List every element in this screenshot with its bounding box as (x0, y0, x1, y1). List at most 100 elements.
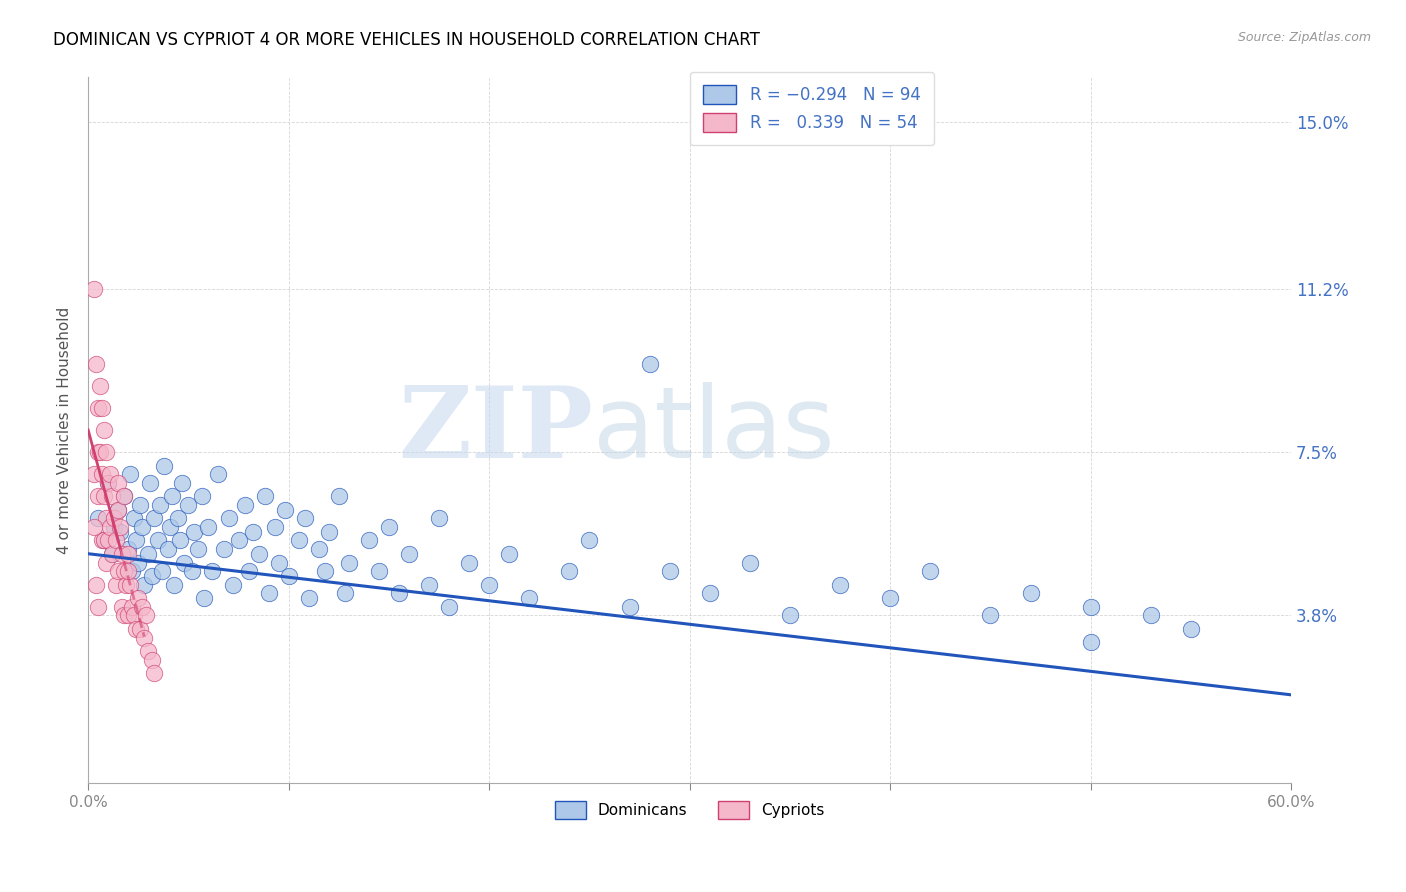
Point (779, 608, 801, 623)
Point (263, 520, 285, 534)
Point (87, 599, 110, 614)
Point (103, 520, 125, 534)
Point (418, 577, 440, 591)
Point (367, 565, 389, 579)
Point (357, 533, 380, 548)
Point (1140, 608, 1163, 623)
Point (498, 547, 520, 561)
Point (437, 599, 460, 614)
Point (96, 511, 118, 525)
Point (87, 401, 110, 416)
Point (121, 565, 143, 579)
Point (101, 489, 124, 503)
Point (105, 577, 128, 591)
Point (91, 401, 114, 416)
Point (122, 608, 145, 623)
Point (167, 511, 190, 525)
Text: Source: ZipAtlas.com: Source: ZipAtlas.com (1237, 31, 1371, 45)
Point (117, 542, 139, 557)
Point (125, 533, 148, 548)
Point (578, 533, 600, 548)
Point (136, 547, 159, 561)
Point (120, 577, 142, 591)
Point (214, 542, 236, 557)
Point (101, 547, 124, 561)
Point (187, 542, 209, 557)
Point (738, 556, 761, 570)
Point (87, 489, 110, 503)
Point (298, 591, 321, 605)
Point (98, 520, 121, 534)
Point (267, 556, 290, 570)
Point (242, 524, 264, 539)
Point (107, 502, 129, 516)
Legend: Dominicans, Cypriots: Dominicans, Cypriots (548, 795, 831, 825)
Point (96, 556, 118, 570)
Point (253, 489, 276, 503)
Point (112, 489, 135, 503)
Point (97, 476, 120, 491)
Point (143, 665, 166, 680)
Point (879, 591, 901, 605)
Point (517, 591, 540, 605)
Point (93, 423, 115, 437)
Point (638, 357, 661, 371)
Point (131, 520, 153, 534)
Point (89, 379, 111, 393)
Point (83, 282, 105, 296)
Point (201, 565, 224, 579)
Point (1080, 599, 1102, 614)
Point (169, 533, 191, 548)
Point (233, 498, 256, 512)
Point (117, 608, 139, 623)
Point (110, 524, 132, 539)
Point (122, 511, 145, 525)
Point (162, 489, 184, 503)
Point (337, 556, 360, 570)
Point (93, 533, 115, 548)
Text: DOMINICAN VS CYPRIOT 4 OR MORE VEHICLES IN HOUSEHOLD CORRELATION CHART: DOMINICAN VS CYPRIOT 4 OR MORE VEHICLES … (53, 31, 761, 49)
Point (221, 577, 243, 591)
Point (89, 445, 111, 459)
Point (218, 511, 240, 525)
Point (131, 599, 153, 614)
Text: ZIP: ZIP (398, 382, 593, 479)
Point (117, 565, 139, 579)
Point (135, 608, 157, 623)
Point (398, 547, 420, 561)
Point (83, 467, 105, 482)
Point (97, 476, 120, 491)
Point (163, 577, 186, 591)
Point (83, 520, 105, 534)
Point (97, 533, 120, 548)
Point (277, 568, 299, 582)
Point (117, 547, 139, 561)
Point (1019, 586, 1042, 600)
Point (193, 591, 215, 605)
Point (247, 547, 270, 561)
Point (93, 533, 115, 548)
Point (150, 565, 173, 579)
Point (111, 547, 134, 561)
Point (87, 511, 110, 525)
Point (91, 533, 114, 548)
Point (112, 489, 135, 503)
Point (127, 556, 149, 570)
Point (91, 467, 114, 482)
Point (328, 489, 350, 503)
Point (141, 652, 163, 666)
Point (314, 565, 336, 579)
Point (333, 586, 356, 600)
Point (191, 489, 214, 503)
Point (149, 498, 172, 512)
Point (87, 445, 110, 459)
Point (127, 591, 149, 605)
Point (257, 586, 280, 600)
Point (141, 568, 163, 582)
Point (173, 556, 195, 570)
Point (153, 458, 176, 473)
Point (558, 565, 581, 579)
Point (172, 476, 194, 491)
Point (699, 586, 721, 600)
Point (920, 565, 942, 579)
